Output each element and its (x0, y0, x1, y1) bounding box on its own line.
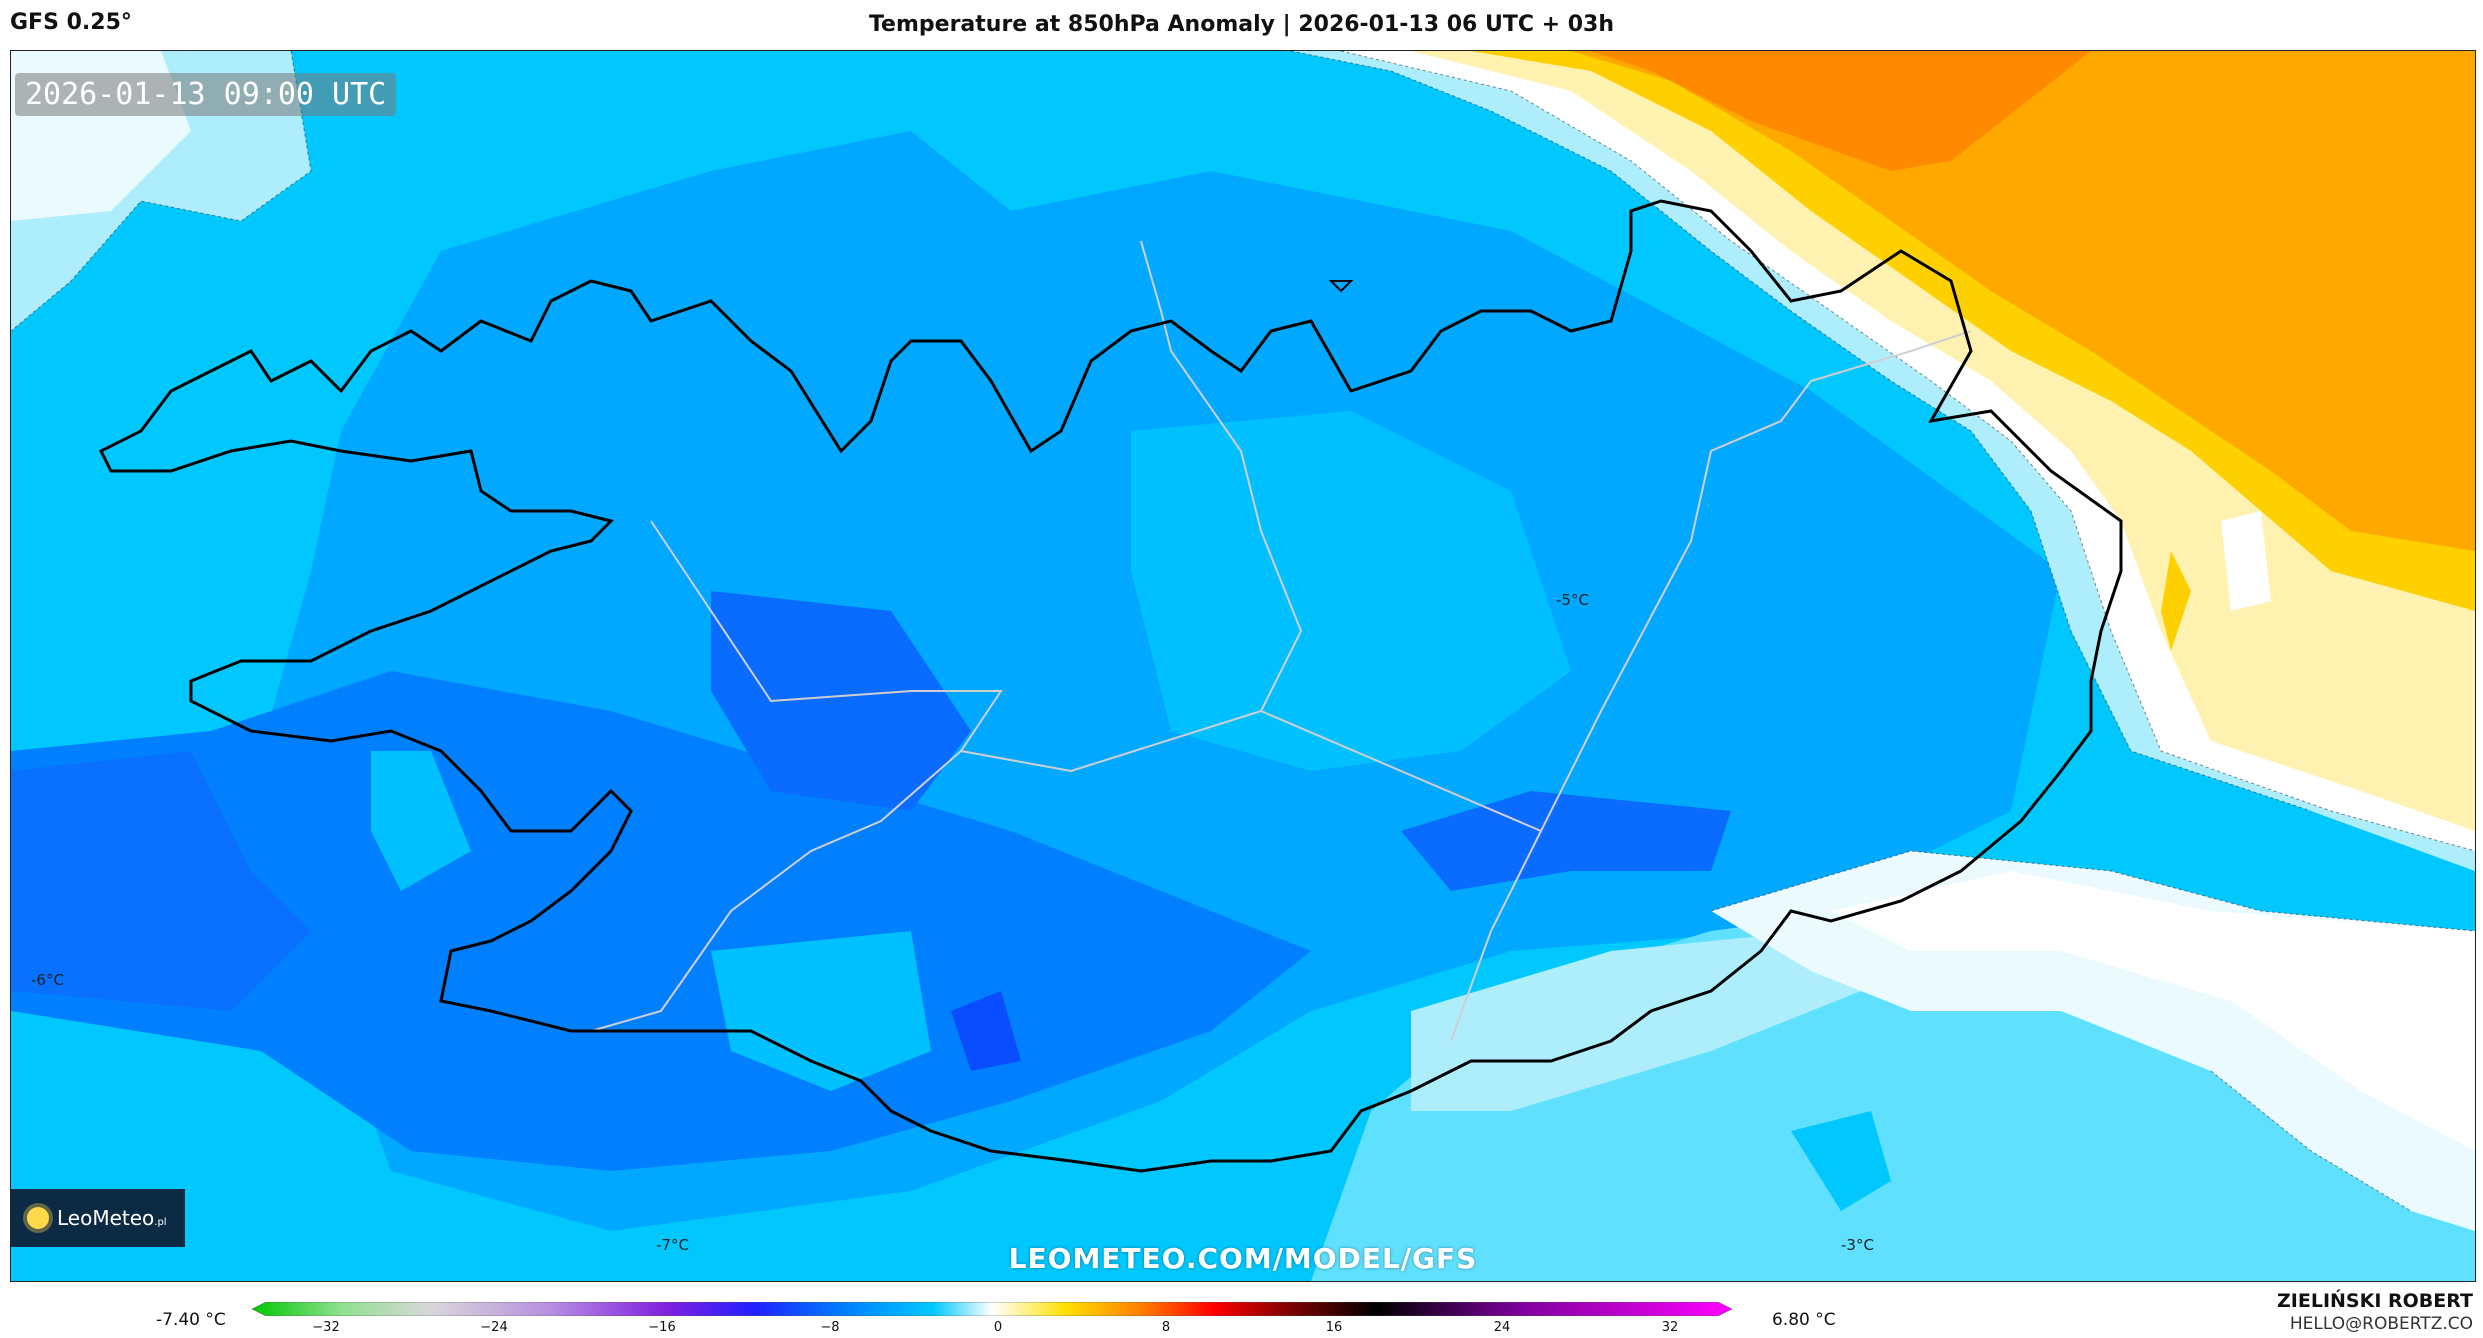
author-name: ZIELIŃSKI ROBERT (2277, 1290, 2473, 1312)
map-field (11, 51, 2475, 1281)
temp-label: -7°C (656, 1236, 689, 1254)
field-se-white (1831, 871, 2475, 1151)
author-email[interactable]: HELLO@ROBERTZ.CO (2289, 1314, 2473, 1334)
valid-time-badge: 2026-01-13 09:00 UTC (15, 73, 397, 116)
field-ne-white-spot (2221, 511, 2271, 611)
field-very-cold-spot (951, 991, 1021, 1071)
colorbar-tick: 32 (1661, 1320, 1679, 1335)
field-cold-west (11, 751, 311, 1011)
colorbar-tick: −24 (480, 1320, 508, 1335)
colorbar-max-value: 6.80 °C (1772, 1310, 1836, 1330)
colorbar-tick: −16 (648, 1320, 676, 1335)
islet (1328, 280, 1354, 293)
colorbar-tick: 0 (993, 1320, 1003, 1335)
field-mild-center (1131, 411, 1571, 771)
colorbar-tick: 8 (1161, 1320, 1171, 1335)
colorbar-min-value: -7.40 °C (156, 1310, 226, 1330)
field-ne-yellow-spot (2161, 551, 2191, 651)
logo-text: LeoMeteo.pl (57, 1206, 167, 1230)
map-title: Temperature at 850hPa Anomaly | 2026-01-… (868, 12, 1615, 37)
colorbar-tick: 16 (1325, 1320, 1343, 1335)
temp-label: -6°C (31, 971, 64, 989)
colorbar (252, 1302, 1732, 1316)
contour-lines (11, 51, 2475, 1212)
temp-label: -3°C (1841, 1236, 1874, 1254)
model-name: GFS 0.25° (10, 10, 132, 35)
field-se-pocket (1791, 1111, 1891, 1211)
sun-icon (27, 1207, 49, 1229)
colorbar-tick: −32 (312, 1320, 340, 1335)
field-cold-east (1401, 791, 1731, 891)
site-url-link[interactable]: LEOMETEO.COM/MODEL/GFS (1008, 1242, 1478, 1275)
leometeo-logo[interactable]: LeoMeteo.pl (11, 1189, 185, 1247)
anomaly-map[interactable]: 2026-01-13 09:00 UTC -5°C -6°C -7°C -3°C… (10, 50, 2476, 1282)
field-mild-west (371, 751, 471, 891)
field-ne-dark-orange (1591, 51, 2091, 171)
field-se-pale-blue (1411, 931, 1911, 1111)
colorbar-tick: −8 (820, 1320, 840, 1335)
field-ne-orange (1571, 51, 2475, 551)
field-cold-center (711, 591, 971, 811)
region-borders (590, 240, 1972, 1042)
temp-label: -5°C (1556, 591, 1589, 609)
coastline (98, 199, 2123, 1173)
colorbar-tick: 24 (1493, 1320, 1511, 1335)
field-mild-south (711, 931, 931, 1091)
colorbar-area: -7.40 °C −32 −24 (0, 1290, 2483, 1338)
